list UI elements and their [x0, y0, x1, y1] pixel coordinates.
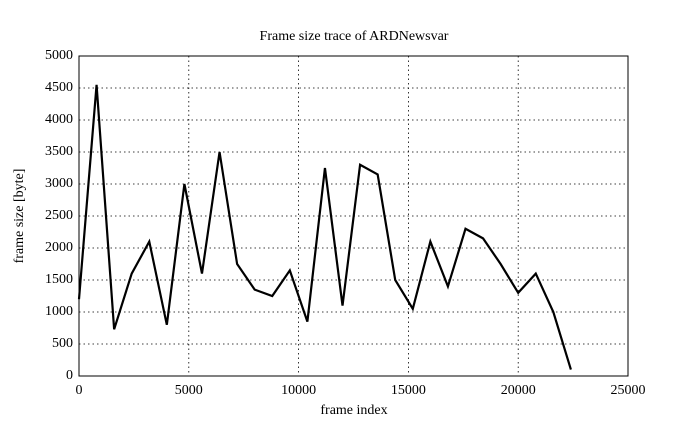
x-tick-label: 25000: [611, 383, 646, 398]
y-tick-label: 500: [52, 336, 73, 351]
x-axis-label: frame index: [320, 403, 387, 418]
x-tick-label: 15000: [391, 383, 426, 398]
y-tick-label: 4000: [45, 112, 73, 127]
data-line: [77, 84, 572, 370]
x-tick-label: 5000: [175, 383, 203, 398]
chart-title: Frame size trace of ARDNewsvar: [260, 29, 449, 44]
x-tick-label: 0: [76, 383, 83, 398]
y-tick-label: 2000: [45, 240, 73, 255]
y-tick-label: 1000: [45, 304, 73, 319]
y-tick-label: 3000: [45, 176, 73, 191]
y-tick-label: 4500: [45, 80, 73, 95]
x-tick-label: 20000: [501, 383, 536, 398]
y-axis-label: frame size [byte]: [12, 169, 27, 264]
y-tick-label: 2500: [45, 208, 73, 223]
y-tick-label: 3500: [45, 144, 73, 159]
x-tick-label: 10000: [281, 383, 316, 398]
y-tick-label: 1500: [45, 272, 73, 287]
y-tick-label: 0: [66, 368, 73, 383]
y-tick-label: 5000: [45, 48, 73, 63]
